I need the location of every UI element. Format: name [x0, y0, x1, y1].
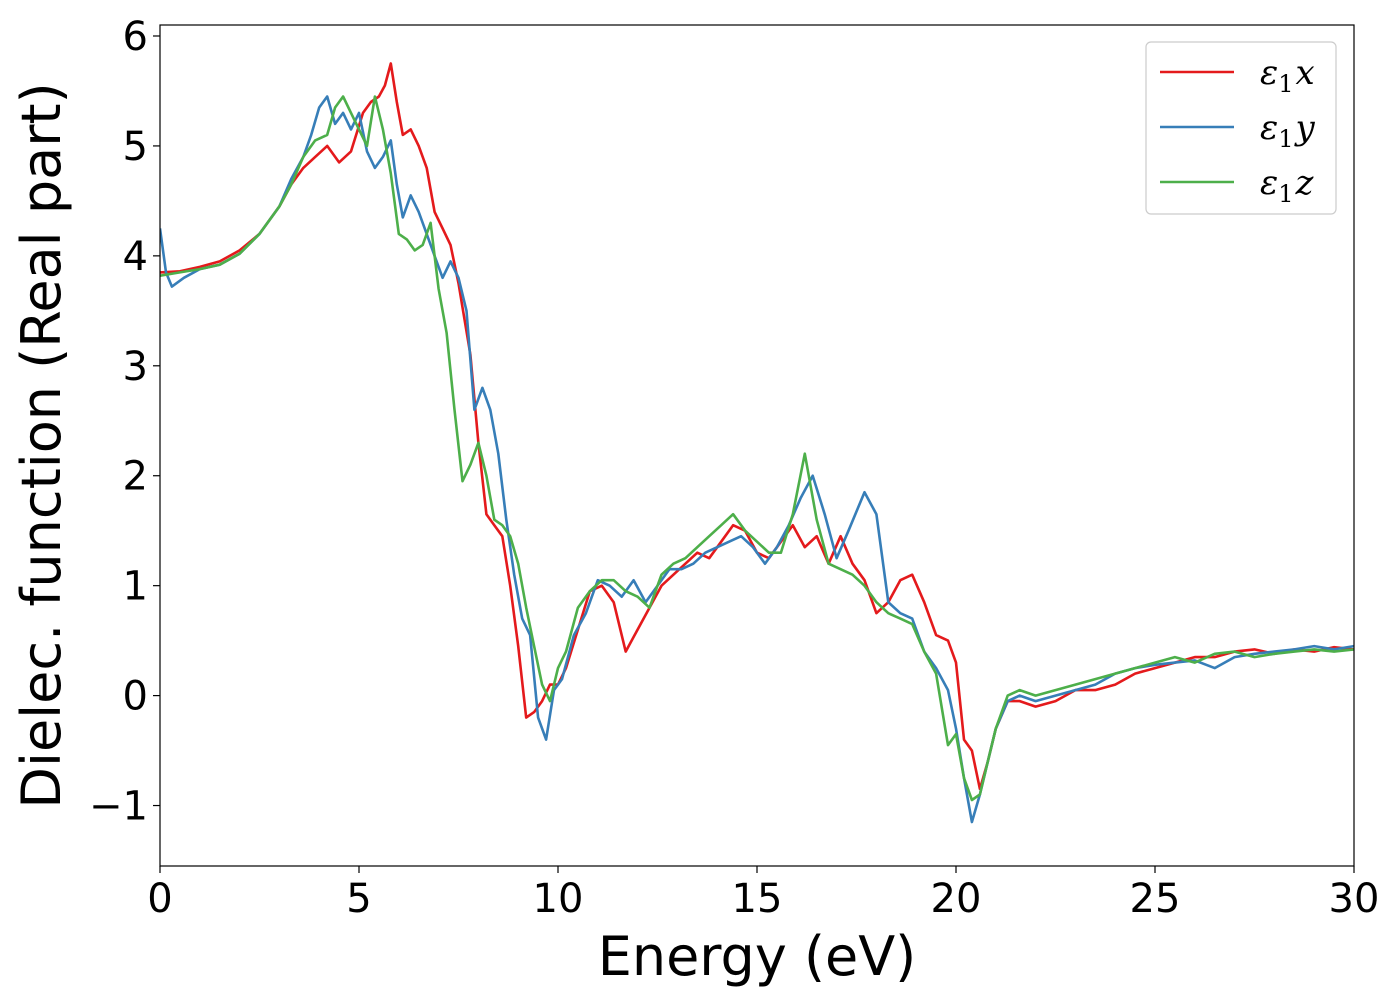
- y-tick-label: 2: [123, 454, 148, 500]
- y-tick-label: −1: [89, 784, 148, 830]
- legend-subscript: 1: [1278, 180, 1293, 208]
- y-tick-label: 0: [123, 674, 148, 720]
- legend-variable: z: [1295, 163, 1315, 203]
- legend-symbol: ε: [1260, 108, 1278, 148]
- legend-label-z: ε1z: [1260, 163, 1315, 208]
- series-layer: [160, 62, 1354, 824]
- legend-symbol: ε: [1260, 53, 1278, 93]
- legend-symbol: ε: [1260, 163, 1278, 203]
- y-tick-label: 4: [123, 234, 148, 280]
- y-tick-label: 5: [123, 124, 148, 170]
- y-axis: −1 0 1 2 3 4 5 6: [89, 14, 160, 830]
- y-axis-title: Dielec. function (Real part): [10, 82, 73, 808]
- x-tick-label: 30: [1329, 876, 1380, 922]
- legend-variable: y: [1294, 108, 1316, 148]
- legend-variable: x: [1296, 53, 1315, 93]
- y-tick-label: 6: [123, 14, 148, 60]
- x-tick-label: 5: [346, 876, 371, 922]
- legend-subscript: 1: [1278, 125, 1293, 153]
- legend-subscript: 1: [1278, 70, 1293, 98]
- series-line-y: [160, 95, 1354, 824]
- x-tick-label: 20: [931, 876, 982, 922]
- x-axis: 0 5 10 15 20 25 30: [147, 866, 1379, 922]
- y-tick-label: 3: [123, 344, 148, 390]
- x-tick-label: 15: [732, 876, 783, 922]
- legend-label-x: ε1x: [1260, 53, 1315, 98]
- series-line-z: [160, 95, 1354, 802]
- x-axis-title: Energy (eV): [598, 925, 917, 988]
- y-tick-label: 1: [123, 564, 148, 610]
- x-tick-label: 25: [1130, 876, 1181, 922]
- x-tick-label: 10: [533, 876, 584, 922]
- series-line-x: [160, 62, 1354, 791]
- legend-box: [1145, 41, 1337, 215]
- legend-label-y: ε1y: [1260, 108, 1316, 153]
- x-tick-label: 0: [147, 876, 172, 922]
